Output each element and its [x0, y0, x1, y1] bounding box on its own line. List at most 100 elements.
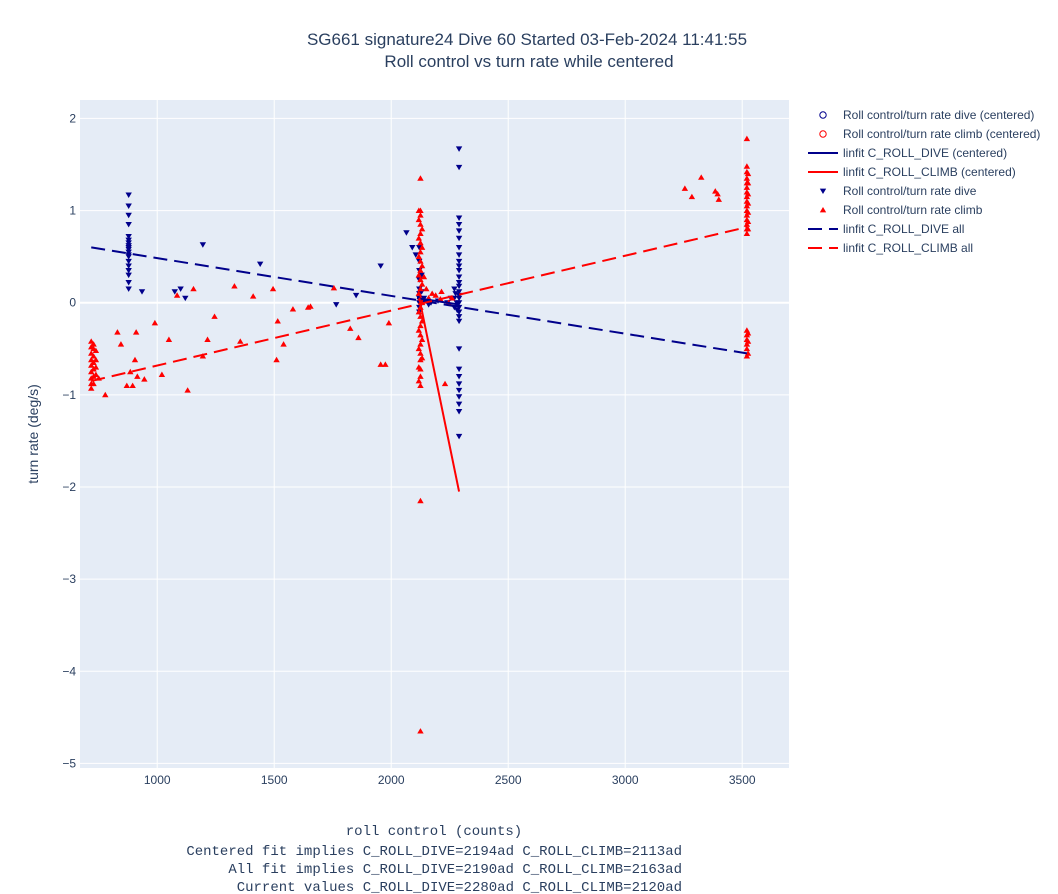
data-point: [451, 286, 458, 292]
y-tick-label: −4: [62, 664, 76, 678]
grid: [80, 100, 789, 768]
data-point: [744, 200, 752, 206]
legend-symbol: [819, 111, 827, 119]
series-6: [91, 246, 748, 355]
data-point: [441, 380, 449, 387]
legend-item[interactable]: linfit C_ROLL_DIVE (centered): [808, 146, 1007, 160]
centered-fit-note: Centered fit implies C_ROLL_DIVE=2194ad …: [186, 844, 682, 860]
data-point: [418, 244, 426, 250]
data-point: [90, 359, 97, 365]
legend[interactable]: Roll control/turn rate dive (centered) Ro…: [808, 108, 1040, 255]
data-point: [744, 170, 752, 177]
data-point: [455, 366, 463, 373]
data-point: [125, 263, 132, 269]
legend-item[interactable]: Roll control/turn rate climb (centered): [819, 127, 1041, 141]
data-point: [417, 175, 424, 181]
data-point: [418, 281, 426, 287]
data-point: [415, 272, 423, 278]
data-point: [131, 356, 139, 363]
data-point: [92, 347, 100, 354]
legend-item[interactable]: linfit C_ROLL_CLIMB all: [808, 241, 973, 255]
data-point: [743, 341, 751, 347]
data-point: [125, 212, 132, 219]
data-point: [92, 364, 100, 370]
data-point: [743, 163, 751, 169]
data-point: [211, 313, 218, 319]
y-tick-label: −3: [62, 572, 76, 586]
legend-item[interactable]: linfit C_ROLL_DIVE all: [808, 222, 964, 236]
chart-subtitle: Roll control vs turn rate while centered: [384, 52, 673, 71]
data-point: [743, 221, 751, 227]
data-point: [743, 230, 751, 236]
data-point: [125, 221, 132, 228]
data-point: [448, 295, 456, 301]
data-point: [123, 382, 130, 389]
data-point: [138, 289, 146, 295]
data-point: [417, 373, 424, 379]
data-point: [173, 292, 181, 298]
data-point: [403, 230, 410, 236]
data-point: [455, 387, 463, 394]
y-tick-label: 2: [69, 111, 76, 125]
data-point: [90, 353, 97, 359]
data-point: [125, 286, 132, 292]
data-point: [273, 356, 280, 363]
data-point: [744, 350, 752, 356]
data-point: [125, 203, 132, 209]
data-point: [92, 371, 100, 377]
data-point: [125, 280, 132, 286]
data-point: [417, 248, 424, 255]
data-point: [455, 346, 463, 352]
legend-symbol: [819, 188, 827, 195]
data-point: [744, 338, 752, 344]
data-point: [455, 300, 463, 306]
y-axis-title: turn rate (deg/s): [25, 384, 41, 484]
data-point: [743, 202, 751, 209]
data-point: [307, 303, 314, 309]
series-7: [91, 226, 748, 382]
legend-item[interactable]: linfit C_ROLL_CLIMB (centered): [808, 165, 1016, 179]
data-point: [423, 285, 430, 292]
series-2: [416, 297, 460, 306]
data-point: [382, 361, 389, 367]
data-point: [418, 336, 426, 342]
data-point: [125, 272, 132, 279]
data-point: [714, 190, 721, 197]
data-point: [455, 394, 463, 400]
data-point: [129, 382, 136, 389]
data-point: [417, 366, 424, 372]
data-point: [231, 283, 238, 289]
data-point: [455, 258, 463, 265]
data-point: [415, 327, 423, 333]
fit-line: [416, 297, 460, 306]
data-point: [455, 221, 463, 228]
x-tick-label: 3500: [729, 773, 756, 787]
data-point: [455, 374, 463, 380]
legend-label: linfit C_ROLL_CLIMB (centered): [843, 165, 1016, 179]
legend-item[interactable]: Roll control/turn rate dive (centered): [819, 108, 1035, 122]
data-point: [418, 354, 426, 361]
data-point: [415, 216, 423, 223]
data-point: [455, 280, 463, 286]
data-point: [409, 245, 416, 251]
data-point: [455, 309, 463, 315]
y-tick-label: −2: [62, 480, 76, 494]
legend-symbol: [819, 206, 827, 213]
legend-label: Roll control/turn rate dive: [843, 184, 977, 198]
x-tick-label: 2000: [378, 773, 405, 787]
data-point: [90, 341, 97, 347]
legend-item[interactable]: Roll control/turn rate climb: [819, 203, 983, 217]
series-5: [88, 135, 752, 734]
data-point: [455, 263, 463, 269]
x-tick-label: 3000: [612, 773, 639, 787]
data-point: [744, 179, 752, 186]
data-point: [333, 302, 340, 308]
data-point: [269, 285, 277, 292]
legend-item[interactable]: Roll control/turn rate dive: [819, 184, 977, 198]
data-point: [415, 308, 423, 315]
data-point: [743, 184, 751, 190]
data-point: [417, 341, 424, 347]
data-point: [274, 318, 281, 324]
data-point: [455, 252, 463, 258]
